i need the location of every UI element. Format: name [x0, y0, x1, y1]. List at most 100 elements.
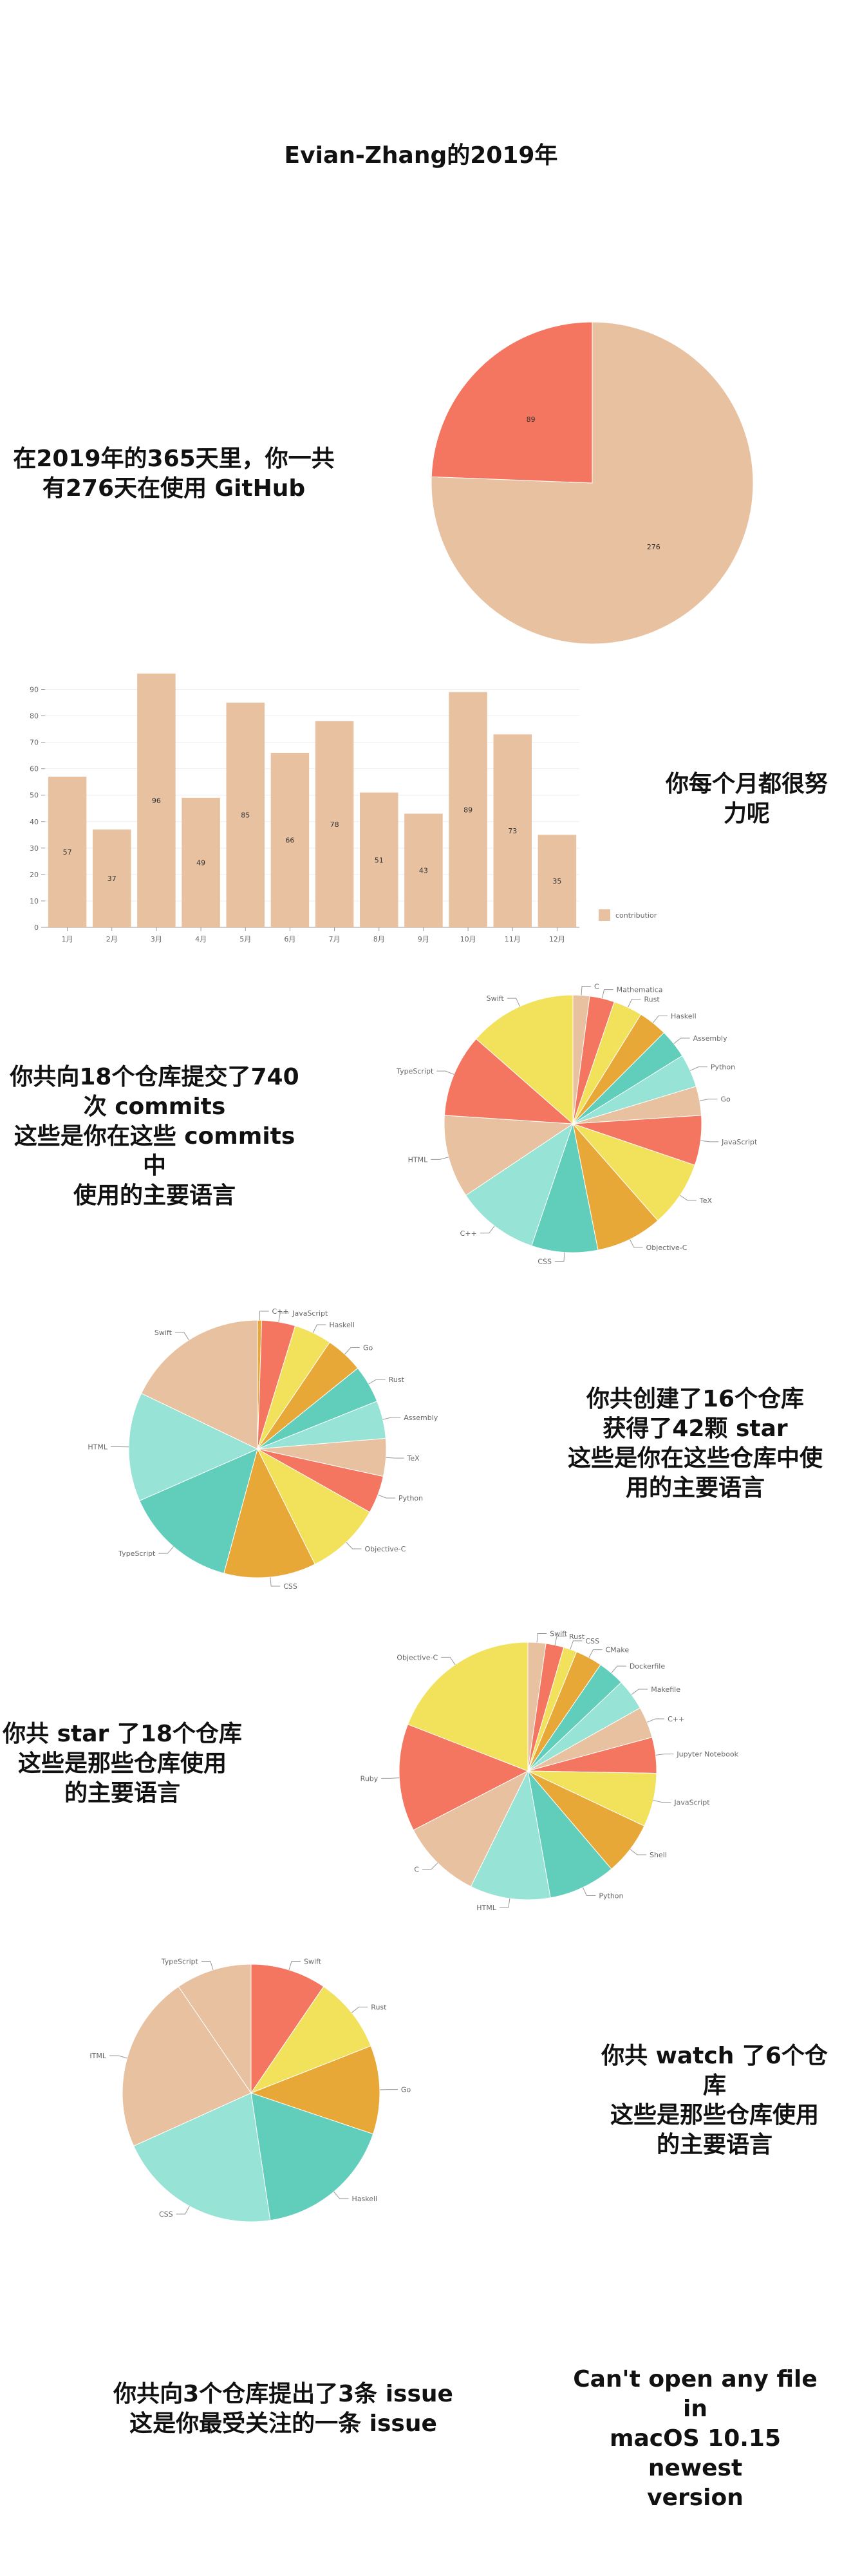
pie-slice-ruby — [398, 1723, 529, 1831]
pie-leader-go — [699, 1099, 718, 1101]
pie-leader-haskell — [312, 1324, 326, 1333]
pie-label-swift: Swift — [154, 1329, 173, 1337]
pie-slice-swift — [250, 1964, 324, 2094]
pie-label-objective-c: Objective-C — [646, 1244, 688, 1252]
pie-label-assembly: Assembly — [693, 1034, 728, 1043]
pie-label-rust: Rust — [644, 996, 660, 1004]
bar-value-label: 96 — [152, 797, 161, 805]
commits-text: 你共向18个仓库提交了740 次 commits 这些是你在这些 commits… — [10, 1064, 299, 1209]
pie-label-haskell: Haskell — [352, 2195, 378, 2203]
pie-label-c: C — [594, 982, 599, 990]
pie-label-c: C++ — [272, 1307, 289, 1316]
pie-label-shell: Shell — [650, 1851, 667, 1859]
bar-value-label: 35 — [552, 877, 561, 886]
pie-label-html: HTML — [88, 1443, 108, 1451]
bar-value-label: 51 — [375, 856, 384, 864]
pie-leader-c — [422, 1862, 438, 1870]
pie-leader-makefile — [631, 1689, 648, 1695]
pie-leader-jupyter-notebook — [655, 1754, 674, 1756]
top-issue-link[interactable]: Can't open any file in macOS 10.15 newes… — [573, 2366, 818, 2511]
pie-leader-css — [555, 1252, 565, 1262]
pie-label-html: HTML — [408, 1155, 428, 1164]
pie-slice-html — [470, 1770, 551, 1900]
x-tick-label: 8月 — [373, 935, 385, 943]
pie-leader-haskell — [652, 1015, 668, 1023]
pie-leader-html — [431, 1157, 449, 1160]
pie-leader-python — [689, 1066, 707, 1071]
bar-7 — [315, 721, 354, 927]
pie-label-objective-c: Objective-C — [365, 1545, 406, 1553]
pie-label-html: HTML — [476, 1904, 496, 1912]
x-tick-label: 2月 — [106, 935, 118, 943]
bar-value-label: 85 — [241, 811, 250, 820]
bar-value-label: 66 — [285, 837, 294, 845]
pie-label-python: Python — [599, 1892, 623, 1900]
pie-label-python: Python — [711, 1063, 735, 1072]
pie-label-c: C — [414, 1866, 419, 1874]
pie-slice-css — [531, 1122, 599, 1253]
starred-text: 你共 star 了18个仓库 这些是那些仓库使用 的主要语言 — [3, 1721, 242, 1806]
pie-leader-haskell — [333, 2191, 349, 2199]
pie-leader-go — [344, 1347, 360, 1355]
pie-leader-typescript — [201, 1961, 214, 1971]
page-title: Evian-Zhang的2019年 — [284, 142, 558, 169]
x-tick-label: 4月 — [195, 935, 207, 943]
pie-leader-swift — [536, 1633, 547, 1643]
pie-leader-shell — [630, 1849, 646, 1855]
pie-leader-rust — [368, 1379, 386, 1385]
pie-label-typescript: TypeScript — [118, 1549, 156, 1558]
pie-leader-dockerfile — [611, 1665, 626, 1674]
y-tick-label: 70 — [30, 739, 39, 747]
bar-value-label: 73 — [508, 827, 517, 835]
bar-9 — [404, 813, 443, 927]
pie-leader-rust — [351, 2007, 368, 2013]
y-tick-label: 60 — [30, 765, 39, 773]
pie-leader-rust — [628, 999, 641, 1008]
x-tick-label: 1月 — [62, 935, 73, 943]
issues-text: 你共向3个仓库提出了3条 issue 这是你最受关注的一条 issue — [113, 2381, 453, 2437]
pie-slice-objective-c — [407, 1642, 529, 1772]
legend-swatch — [599, 909, 610, 921]
pie-label-css: CSS — [585, 1637, 599, 1645]
pie-leader-assembly — [673, 1037, 690, 1045]
pie-label-mathematica: Mathematica — [617, 986, 663, 994]
bar-8 — [360, 792, 398, 927]
monthly-bar: 0 10 20 30 40 50 60 70 80 90 57 1月 37 2月 96 3月 49 4月 85 5月 6… — [30, 673, 657, 943]
pie-leader-c — [581, 985, 591, 996]
bar-6 — [270, 753, 310, 927]
pie-label-swift: Swift — [550, 1630, 568, 1638]
watched-langs-pie: Swift Rust Go Haskell CSS HTML TypeScript — [90, 1958, 411, 2222]
bar-11 — [493, 734, 532, 927]
bar-value-label: 49 — [196, 858, 205, 867]
x-tick-label: 9月 — [418, 935, 429, 943]
pie-slice-swift — [475, 994, 574, 1125]
pie-label-go: Go — [363, 1344, 373, 1352]
monthly-text: 你每个月都很努 力呢 — [665, 771, 828, 827]
pie-slice-haskell — [250, 2092, 374, 2221]
pie-leader-typescript — [158, 1546, 174, 1554]
pie-label-c: C++ — [460, 1229, 477, 1238]
pie-leader-objective-c — [630, 1239, 643, 1248]
pie-label-css: CSS — [283, 1582, 297, 1591]
watched-text: 你共 watch 了6个仓库 这些是那些仓库使用 的主要语言 — [601, 2043, 828, 2158]
pie-label-css: CSS — [538, 1258, 552, 1266]
pie-leader-typescript — [436, 1070, 454, 1075]
y-tick-label: 40 — [30, 818, 39, 826]
pie-label-css: CSS — [159, 2210, 173, 2219]
pie-label-tex: TeX — [699, 1197, 713, 1205]
pie-slice-python — [527, 1770, 612, 1899]
pie-leader-objective-c — [346, 1542, 362, 1549]
pie-label-makefile: Makefile — [651, 1685, 680, 1694]
x-tick-label: 10月 — [460, 935, 476, 943]
pie-slice-c — [413, 1770, 529, 1887]
pie-label-89: 89 — [527, 415, 536, 424]
days-pie-chart: 276 89 — [431, 321, 754, 645]
bar-value-label: 43 — [419, 867, 428, 875]
pie-slice-objective-c — [572, 1122, 659, 1251]
pie-leader-swift — [507, 998, 520, 1007]
pie-leader-javascript — [653, 1799, 671, 1803]
pie-leader-html — [499, 1898, 510, 1908]
pie-label-go: Go — [721, 1095, 731, 1104]
pie-leader-tex — [386, 1457, 404, 1459]
